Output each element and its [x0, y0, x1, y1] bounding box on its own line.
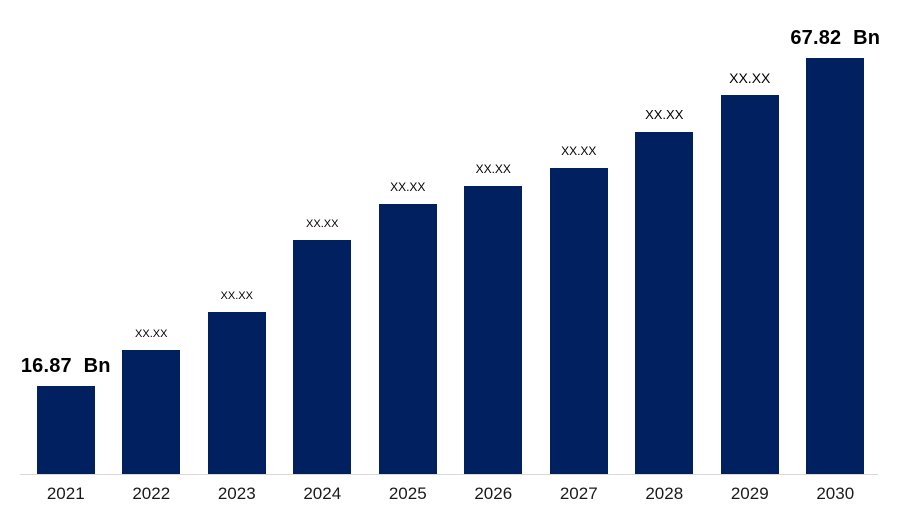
x-tick-label: 2021 — [46, 484, 85, 503]
bar-column-2030: 67.82 Bn — [790, 0, 881, 474]
bar-column-2021: 16.87 Bn — [20, 0, 111, 474]
x-axis-line — [20, 474, 878, 475]
bar-value-label: XX.XX — [220, 290, 253, 303]
bar-value-label: 16.87 Bn — [20, 355, 111, 377]
bar — [378, 204, 437, 474]
bar-column-2023: XX.XX — [194, 0, 280, 474]
bar-value-label: XX.XX — [729, 69, 771, 86]
bar-column-2024: XX.XX — [280, 0, 366, 474]
x-tick-label: 2030 — [816, 484, 855, 503]
bar — [122, 350, 181, 474]
x-tick-label: 2027 — [559, 484, 598, 503]
bar-column-2027: XX.XX — [536, 0, 622, 474]
bar-column-2026: XX.XX — [451, 0, 537, 474]
bar-value-label: 67.82 Bn — [790, 27, 881, 49]
x-tick-label: 2028 — [645, 484, 684, 503]
bar — [207, 312, 266, 474]
bar-column-2028: XX.XX — [622, 0, 708, 474]
x-axis-ticks: 2021 2022 2023 2024 2025 2026 2027 2028 2029 2030 — [23, 475, 878, 504]
x-tick-label: 2025 — [388, 484, 427, 503]
x-tick-label: 2029 — [730, 484, 769, 503]
bar — [293, 240, 352, 474]
bar-column-2025: XX.XX — [365, 0, 451, 474]
bar — [36, 386, 95, 474]
x-tick-label: 2024 — [303, 484, 342, 503]
bar-value-label: XX.XX — [135, 328, 168, 341]
bar — [635, 132, 694, 474]
bar-value-label: XX.XX — [475, 162, 511, 177]
bar-column-2029: XX.XX — [707, 0, 793, 474]
bar — [806, 58, 865, 474]
bar-value-label: XX.XX — [306, 218, 339, 231]
x-tick-label: 2022 — [132, 484, 171, 503]
bar-value-label: XX.XX — [645, 107, 684, 123]
bar-value-label: XX.XX — [561, 144, 597, 159]
bar — [549, 168, 608, 474]
bar — [464, 186, 523, 474]
bar-value-label: XX.XX — [390, 180, 426, 195]
bar — [720, 95, 779, 474]
bar-column-2022: XX.XX — [109, 0, 195, 474]
x-tick-label: 2023 — [217, 484, 256, 503]
plot-area: 16.87 Bn XX.XX XX.XX XX.XX XX.XX XX.XX XX.XX XX… — [20, 0, 881, 474]
x-tick-label: 2026 — [474, 484, 513, 503]
